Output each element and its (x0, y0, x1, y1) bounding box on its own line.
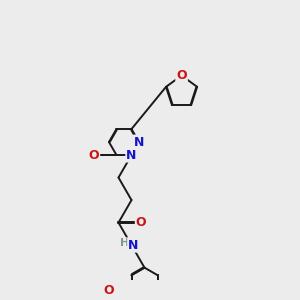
Text: O: O (103, 284, 114, 297)
Text: N: N (134, 136, 144, 148)
Text: O: O (136, 216, 146, 229)
Text: O: O (88, 148, 99, 161)
Text: H: H (120, 238, 129, 248)
Text: N: N (126, 148, 137, 161)
Text: O: O (176, 69, 187, 82)
Text: N: N (128, 238, 139, 252)
